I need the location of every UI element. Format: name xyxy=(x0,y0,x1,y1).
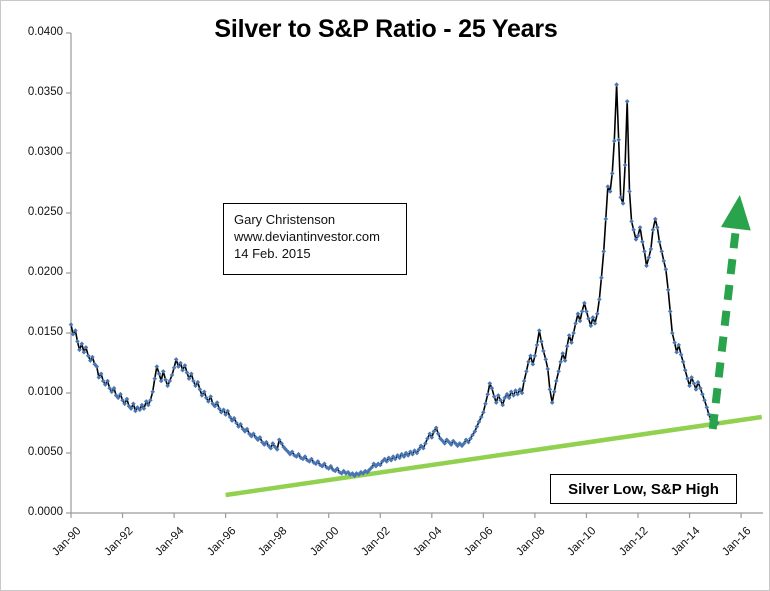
credit-author: Gary Christenson xyxy=(234,212,336,227)
callout-annotation-box: Silver Low, S&P High xyxy=(550,474,737,504)
chart-title: Silver to S&P Ratio - 25 Years xyxy=(214,15,558,43)
data-series-line xyxy=(68,82,720,479)
y-axis-tick-label: 0.0100 xyxy=(27,386,63,398)
callout-label: Silver Low, S&P High xyxy=(568,480,719,498)
y-axis-tick-label: 0.0250 xyxy=(27,206,63,218)
credit-date: 14 Feb. 2015 xyxy=(234,246,311,261)
credit-website: www.deviantinvestor.com xyxy=(234,229,380,244)
y-axis-tick-label: 0.0150 xyxy=(27,326,63,338)
y-axis-tick-label: 0.0300 xyxy=(27,146,63,158)
y-axis-tick-label: 0.0000 xyxy=(27,506,63,518)
support-trendline xyxy=(225,414,763,498)
axis-layer xyxy=(66,32,763,518)
y-axis-tick-label: 0.0200 xyxy=(27,266,63,278)
y-axis-tick-label: 0.0050 xyxy=(27,446,63,458)
y-axis-tick-label: 0.0350 xyxy=(27,86,63,98)
y-axis-tick-label: 0.0400 xyxy=(27,26,63,38)
projection-arrow xyxy=(708,195,751,430)
credit-annotation-box: Gary Christenson www.deviantinvestor.com… xyxy=(223,203,407,275)
